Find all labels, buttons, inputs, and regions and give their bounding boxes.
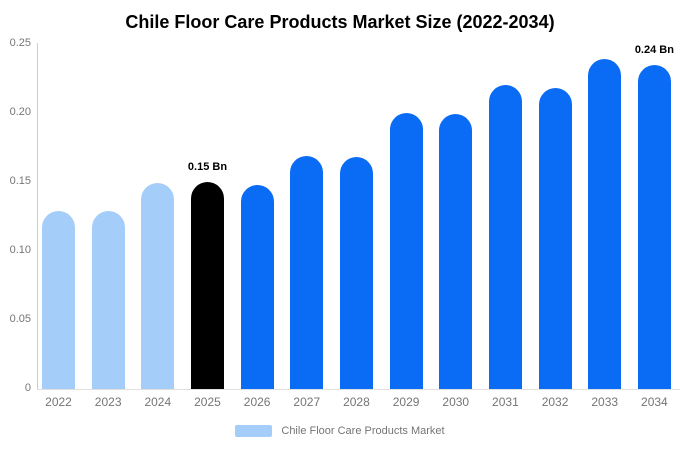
bar-2027[interactable] xyxy=(290,156,324,389)
bar-cell-2026 xyxy=(240,44,274,389)
bar-value-label-2025: 0.15 Bn xyxy=(187,161,228,173)
chart-title: Chile Floor Care Products Market Size (2… xyxy=(125,12,555,32)
bar-2031[interactable] xyxy=(488,85,522,389)
x-tick-2031: 2031 xyxy=(492,395,519,409)
bar-2023[interactable] xyxy=(91,211,125,389)
bar-2028[interactable] xyxy=(339,157,373,389)
y-tick-0.10: 0.10 xyxy=(9,244,31,256)
legend[interactable]: Chile Floor Care Products Market xyxy=(0,425,680,437)
x-axis-baseline xyxy=(37,389,680,390)
x-tick-2026: 2026 xyxy=(243,395,271,409)
x-tick-2028: 2028 xyxy=(343,395,370,409)
bar-cell-2029 xyxy=(389,44,423,389)
x-axis: 2022 2023 2024 2025 2026 2027 2028 2029 2030 2031… xyxy=(37,395,680,409)
x-tick-2033: 2033 xyxy=(591,395,619,409)
legend-label: Chile Floor Care Products Market xyxy=(281,425,445,437)
bar-2022[interactable] xyxy=(42,211,75,389)
legend-swatch xyxy=(235,425,273,437)
x-tick-2022: 2022 xyxy=(45,395,72,409)
bar-cell-2023 xyxy=(91,44,125,389)
bar-cell-2033 xyxy=(588,44,622,389)
x-tick-2034: 2034 xyxy=(641,395,668,409)
bar-cell-2022 xyxy=(42,44,75,389)
y-axis-line xyxy=(37,43,38,390)
x-tick-2023: 2023 xyxy=(94,395,122,409)
bar-cell-2031 xyxy=(488,44,522,389)
bar-2033[interactable] xyxy=(588,59,622,389)
bar-cell-2027 xyxy=(290,44,324,389)
bar-cell-2032 xyxy=(538,44,572,389)
bar-cell-2025: 0.15 Bn xyxy=(187,44,228,389)
y-tick-0.25: 0.25 xyxy=(9,37,31,49)
bar-cell-2034: 0.24 Bn xyxy=(634,44,674,389)
y-tick-0.05: 0.05 xyxy=(9,313,31,325)
x-tick-2025: 2025 xyxy=(194,395,221,409)
x-tick-2032: 2032 xyxy=(541,395,569,409)
bar-2025[interactable] xyxy=(190,182,224,389)
bar-cell-2028 xyxy=(339,44,373,389)
bar-cell-2030 xyxy=(439,44,473,389)
bar-2034[interactable] xyxy=(637,65,671,389)
bar-2030[interactable] xyxy=(439,114,473,389)
y-tick-0.15: 0.15 xyxy=(9,175,31,187)
plot-area: 0.15 Bn 0.24 Bn xyxy=(37,44,680,389)
x-tick-2030: 2030 xyxy=(442,395,470,409)
y-tick-0: 0 xyxy=(24,382,31,394)
y-tick-0.20: 0.20 xyxy=(9,106,31,118)
x-tick-2029: 2029 xyxy=(392,395,420,409)
bar-2032[interactable] xyxy=(538,88,572,389)
bar-value-label-2034: 0.24 Bn xyxy=(634,44,674,56)
x-tick-2024: 2024 xyxy=(144,395,172,409)
x-tick-2027: 2027 xyxy=(293,395,321,409)
y-axis: 0 0.05 0.10 0.15 0.20 0.25 xyxy=(0,0,31,450)
bar-2024[interactable] xyxy=(141,183,175,389)
bar-2029[interactable] xyxy=(389,113,423,389)
bar-2026[interactable] xyxy=(240,185,274,389)
bar-cell-2024 xyxy=(141,44,175,389)
